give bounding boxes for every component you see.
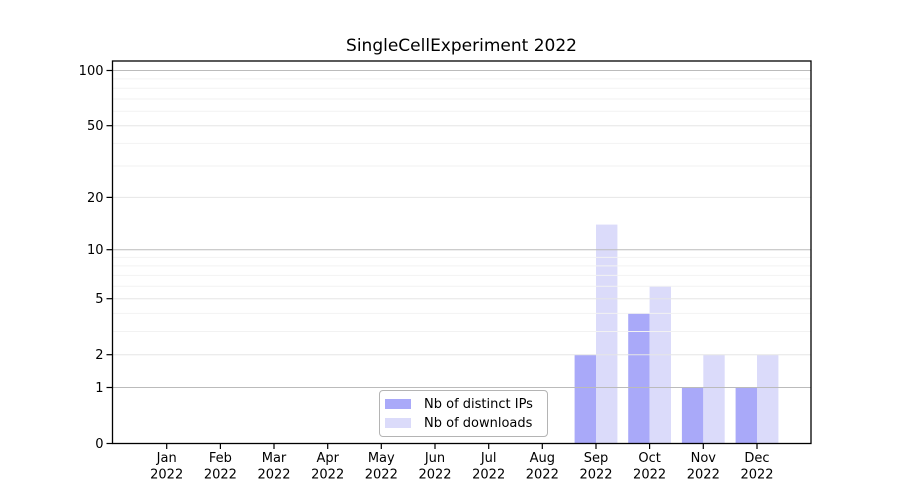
y-tick-label-100: 100 [79, 64, 104, 79]
x-tick-month-jan: Jan [156, 451, 177, 466]
bar-dec-2022-s0 [735, 387, 757, 444]
legend-label-distinct-ips: Nb of distinct IPs [424, 396, 533, 412]
x-tick-year-oct: 2022 [633, 468, 666, 483]
x-tick-year-apr: 2022 [311, 468, 344, 483]
x-tick-year-jul: 2022 [472, 468, 505, 483]
x-tick-year-jun: 2022 [418, 468, 451, 483]
x-tick-year-mar: 2022 [257, 468, 290, 483]
legend-item-downloads: Nb of downloads [385, 414, 547, 433]
x-tick-year-jan: 2022 [150, 468, 183, 483]
x-tick-month-nov: Nov [691, 451, 717, 466]
bar-dec-2022-s1 [757, 354, 779, 444]
y-tick-label-10: 10 [87, 243, 104, 258]
y-tick-label-20: 20 [87, 191, 104, 206]
x-tick-month-may: May [368, 451, 395, 466]
legend-swatch-downloads [385, 418, 411, 428]
bar-oct-2022-s1 [649, 286, 671, 444]
y-tick-label-0: 0 [95, 437, 103, 452]
x-tick-year-dec: 2022 [740, 468, 773, 483]
x-tick-month-aug: Aug [530, 451, 555, 466]
x-tick-year-feb: 2022 [204, 468, 237, 483]
axes-layer [106, 60, 812, 449]
legend-label-downloads: Nb of downloads [424, 415, 533, 431]
chart-title: SingleCellExperiment 2022 [346, 36, 577, 56]
bar-nov-2022-s1 [703, 354, 725, 444]
gridlines-layer [112, 70, 811, 388]
x-tick-month-sep: Sep [584, 451, 609, 466]
x-tick-month-oct: Oct [638, 451, 660, 466]
y-tick-label-5: 5 [95, 292, 103, 307]
legend-swatch-distinct-ips [385, 399, 411, 409]
x-tick-month-mar: Mar [262, 451, 287, 466]
x-tick-month-jun: Jun [424, 451, 445, 466]
legend-item-distinct-ips: Nb of distinct IPs [385, 395, 547, 414]
axis-labels-layer: 0 1 2 5 10 20 50 100 Jan 2022 Feb 2022 Mar 2022 Apr 202… [79, 64, 774, 483]
y-tick-label-2: 2 [95, 348, 103, 363]
legend: Nb of distinct IPs Nb of downloads [379, 390, 548, 437]
bar-oct-2022-s0 [628, 313, 650, 444]
x-tick-year-may: 2022 [365, 468, 398, 483]
bar-nov-2022-s0 [681, 387, 704, 444]
x-tick-month-feb: Feb [209, 451, 232, 466]
bars-layer [574, 224, 779, 444]
bar-sep-2022-s1 [596, 224, 618, 444]
x-tick-month-jul: Jul [480, 451, 497, 466]
y-tick-label-50: 50 [87, 119, 104, 134]
x-tick-month-dec: Dec [744, 451, 769, 466]
y-tick-label-1: 1 [95, 381, 103, 396]
x-tick-year-nov: 2022 [687, 468, 720, 483]
bar-sep-2022-s0 [574, 354, 596, 444]
x-tick-year-aug: 2022 [526, 468, 559, 483]
x-tick-year-sep: 2022 [579, 468, 612, 483]
x-tick-month-apr: Apr [316, 451, 339, 466]
